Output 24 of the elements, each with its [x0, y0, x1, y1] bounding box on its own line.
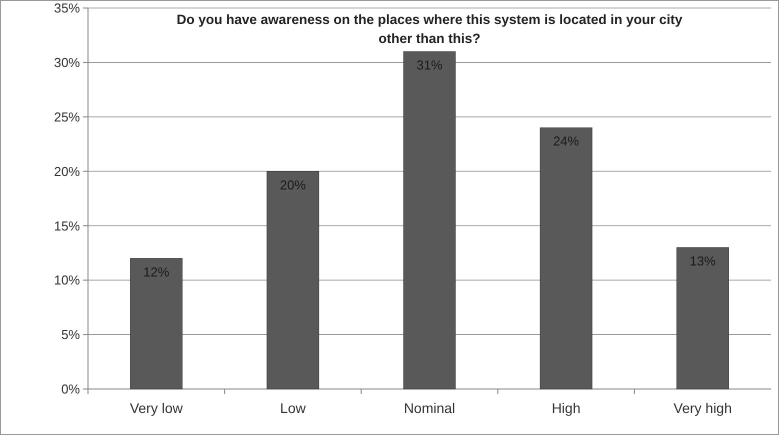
y-tick-label: 5%: [61, 327, 80, 342]
x-tick-label: Very high: [674, 400, 732, 416]
text: Do you have awareness on the places where this system is located in your city other than this?: [176, 12, 683, 46]
data-label: 13%: [690, 253, 716, 268]
x-tick-label: Nominal: [404, 400, 456, 416]
bar: [130, 258, 183, 390]
y-tick-label: 35%: [54, 0, 80, 16]
bar: [266, 171, 320, 390]
bar: [403, 51, 456, 390]
x-tick-label: High: [552, 400, 580, 416]
y-tick-label: 0%: [61, 382, 80, 397]
x-tick-label: Low: [280, 400, 307, 416]
y-tick-label: 15%: [54, 218, 80, 234]
y-tick-label: 10%: [54, 272, 80, 288]
y-tick-label: 25%: [54, 109, 80, 124]
data-label: 24%: [553, 134, 580, 149]
data-label: 20%: [280, 177, 306, 192]
bar: [540, 127, 592, 390]
data-label: 12%: [143, 264, 170, 280]
y-tick-label: 30%: [54, 54, 80, 70]
y-tick-label: 20%: [54, 164, 80, 179]
data-label: 31%: [416, 58, 443, 73]
x-tick-label: Very low: [130, 400, 184, 416]
bar: [676, 247, 729, 390]
